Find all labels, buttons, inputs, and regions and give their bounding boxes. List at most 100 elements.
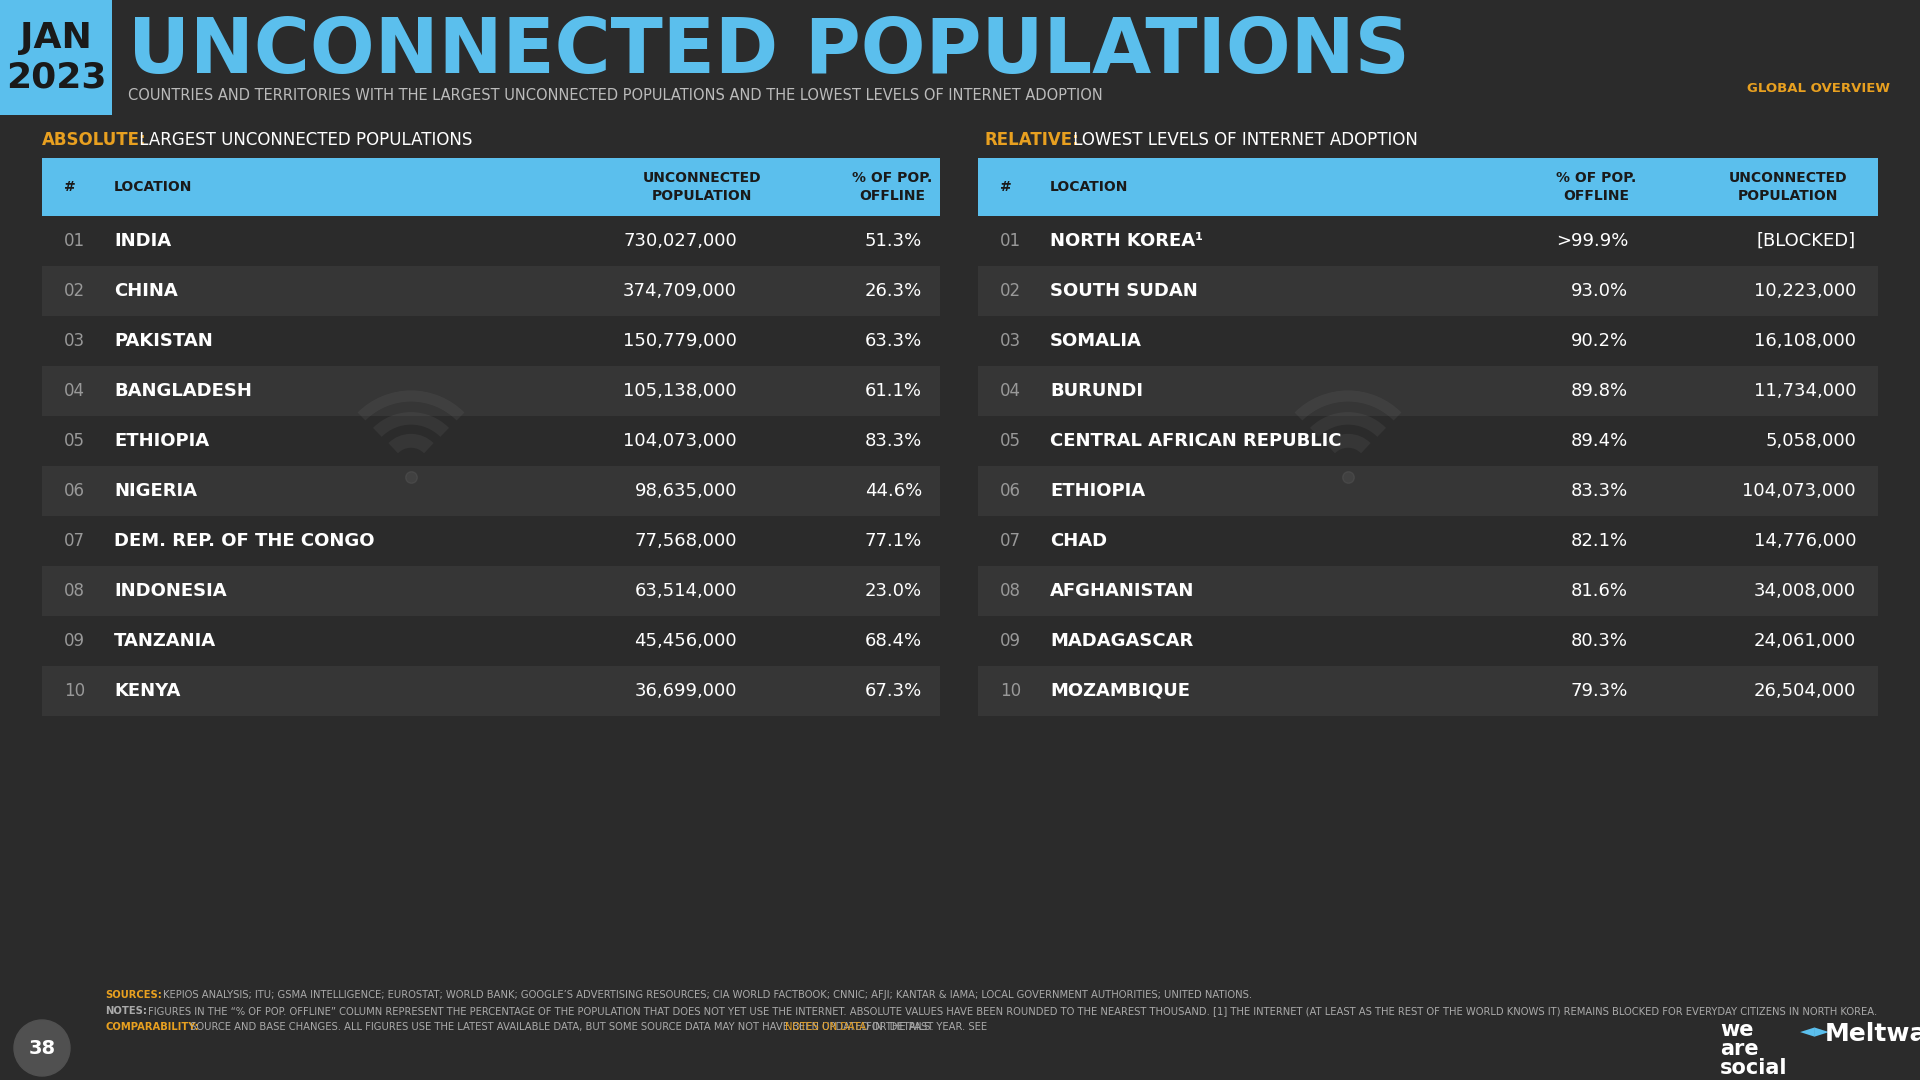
Text: MADAGASCAR: MADAGASCAR	[1050, 632, 1192, 650]
Text: NOTES ON DATA: NOTES ON DATA	[785, 1022, 866, 1032]
Text: % OF POP.
OFFLINE: % OF POP. OFFLINE	[852, 172, 931, 203]
Text: 83.3%: 83.3%	[1571, 482, 1628, 500]
Text: 08: 08	[1000, 582, 1021, 600]
Text: 5,058,000: 5,058,000	[1764, 432, 1857, 450]
Text: 03: 03	[63, 332, 84, 350]
FancyBboxPatch shape	[42, 516, 941, 566]
Text: #: #	[63, 180, 75, 194]
FancyBboxPatch shape	[42, 158, 941, 216]
FancyBboxPatch shape	[42, 216, 941, 266]
FancyBboxPatch shape	[42, 616, 941, 666]
Text: LARGEST UNCONNECTED POPULATIONS: LARGEST UNCONNECTED POPULATIONS	[134, 131, 472, 149]
Text: LOCATION: LOCATION	[113, 180, 192, 194]
Text: 81.6%: 81.6%	[1571, 582, 1628, 600]
Text: 79.3%: 79.3%	[1571, 681, 1628, 700]
Text: 67.3%: 67.3%	[864, 681, 922, 700]
Text: 104,073,000: 104,073,000	[1741, 482, 1857, 500]
Text: 77.1%: 77.1%	[864, 532, 922, 550]
Text: 51.3%: 51.3%	[864, 232, 922, 249]
Text: MOZAMBIQUE: MOZAMBIQUE	[1050, 681, 1190, 700]
Text: 63.3%: 63.3%	[864, 332, 922, 350]
Text: JAN: JAN	[19, 21, 92, 55]
Text: 730,027,000: 730,027,000	[624, 232, 737, 249]
Text: 63,514,000: 63,514,000	[634, 582, 737, 600]
Text: 10: 10	[63, 681, 84, 700]
Text: NIGERIA: NIGERIA	[113, 482, 198, 500]
Text: SOURCE AND BASE CHANGES. ALL FIGURES USE THE LATEST AVAILABLE DATA, BUT SOME SOU: SOURCE AND BASE CHANGES. ALL FIGURES USE…	[186, 1022, 991, 1032]
Text: ◄►: ◄►	[1801, 1022, 1830, 1041]
FancyBboxPatch shape	[977, 366, 1878, 416]
Text: TANZANIA: TANZANIA	[113, 632, 217, 650]
Text: 06: 06	[63, 482, 84, 500]
Text: 98,635,000: 98,635,000	[634, 482, 737, 500]
Text: #: #	[1000, 180, 1012, 194]
FancyBboxPatch shape	[42, 566, 941, 616]
Text: 04: 04	[63, 382, 84, 400]
Text: 82.1%: 82.1%	[1571, 532, 1628, 550]
Text: 08: 08	[63, 582, 84, 600]
Text: % OF POP.
OFFLINE: % OF POP. OFFLINE	[1555, 172, 1636, 203]
FancyBboxPatch shape	[42, 316, 941, 366]
Text: 80.3%: 80.3%	[1571, 632, 1628, 650]
Text: 01: 01	[63, 232, 84, 249]
Text: GLOBAL OVERVIEW: GLOBAL OVERVIEW	[1747, 81, 1889, 94]
Text: ETHIOPIA: ETHIOPIA	[1050, 482, 1144, 500]
Text: CHAD: CHAD	[1050, 532, 1108, 550]
Text: 89.4%: 89.4%	[1571, 432, 1628, 450]
Text: ETHIOPIA: ETHIOPIA	[113, 432, 209, 450]
Text: 36,699,000: 36,699,000	[634, 681, 737, 700]
Text: SOUTH SUDAN: SOUTH SUDAN	[1050, 282, 1198, 300]
FancyBboxPatch shape	[977, 465, 1878, 516]
Text: 44.6%: 44.6%	[864, 482, 922, 500]
Text: SOURCES:: SOURCES:	[106, 990, 161, 1000]
Text: 61.1%: 61.1%	[866, 382, 922, 400]
Text: 10,223,000: 10,223,000	[1753, 282, 1857, 300]
Text: CENTRAL AFRICAN REPUBLIC: CENTRAL AFRICAN REPUBLIC	[1050, 432, 1342, 450]
FancyBboxPatch shape	[42, 266, 941, 316]
FancyBboxPatch shape	[42, 416, 941, 465]
Text: 16,108,000: 16,108,000	[1755, 332, 1857, 350]
Text: 03: 03	[1000, 332, 1021, 350]
Circle shape	[13, 1020, 69, 1076]
Text: LOWEST LEVELS OF INTERNET ADOPTION: LOWEST LEVELS OF INTERNET ADOPTION	[1068, 131, 1417, 149]
Text: 10: 10	[1000, 681, 1021, 700]
Text: 83.3%: 83.3%	[864, 432, 922, 450]
Text: 34,008,000: 34,008,000	[1753, 582, 1857, 600]
Text: SOMALIA: SOMALIA	[1050, 332, 1142, 350]
Text: 23.0%: 23.0%	[864, 582, 922, 600]
Text: DEM. REP. OF THE CONGO: DEM. REP. OF THE CONGO	[113, 532, 374, 550]
Text: UNCONNECTED
POPULATION: UNCONNECTED POPULATION	[1728, 172, 1847, 203]
Text: BURUNDI: BURUNDI	[1050, 382, 1142, 400]
Text: 45,456,000: 45,456,000	[634, 632, 737, 650]
Text: 105,138,000: 105,138,000	[624, 382, 737, 400]
FancyBboxPatch shape	[0, 0, 111, 114]
Text: 93.0%: 93.0%	[1571, 282, 1628, 300]
FancyBboxPatch shape	[977, 666, 1878, 716]
Text: 14,776,000: 14,776,000	[1753, 532, 1857, 550]
FancyBboxPatch shape	[977, 266, 1878, 316]
Text: 68.4%: 68.4%	[864, 632, 922, 650]
Text: UNCONNECTED POPULATIONS: UNCONNECTED POPULATIONS	[129, 15, 1409, 89]
FancyBboxPatch shape	[977, 158, 1878, 216]
Text: 24,061,000: 24,061,000	[1753, 632, 1857, 650]
Text: NORTH KOREA¹: NORTH KOREA¹	[1050, 232, 1204, 249]
Text: 02: 02	[63, 282, 84, 300]
Text: INDONESIA: INDONESIA	[113, 582, 227, 600]
Text: [BLOCKED]: [BLOCKED]	[1757, 232, 1857, 249]
Text: 150,779,000: 150,779,000	[624, 332, 737, 350]
Text: 90.2%: 90.2%	[1571, 332, 1628, 350]
Text: BANGLADESH: BANGLADESH	[113, 382, 252, 400]
Text: 104,073,000: 104,073,000	[624, 432, 737, 450]
Text: >99.9%: >99.9%	[1555, 232, 1628, 249]
Text: AFGHANISTAN: AFGHANISTAN	[1050, 582, 1194, 600]
Text: KENYA: KENYA	[113, 681, 180, 700]
FancyBboxPatch shape	[977, 416, 1878, 465]
Text: 07: 07	[1000, 532, 1021, 550]
Text: PAKISTAN: PAKISTAN	[113, 332, 213, 350]
Text: Meltwater: Meltwater	[1826, 1022, 1920, 1047]
Text: 26,504,000: 26,504,000	[1753, 681, 1857, 700]
Text: 09: 09	[1000, 632, 1021, 650]
FancyBboxPatch shape	[42, 366, 941, 416]
Text: 01: 01	[1000, 232, 1021, 249]
Text: KEPIOS ANALYSIS; ITU; GSMA INTELLIGENCE; EUROSTAT; WORLD BANK; GOOGLE’S ADVERTIS: KEPIOS ANALYSIS; ITU; GSMA INTELLIGENCE;…	[163, 990, 1252, 1000]
